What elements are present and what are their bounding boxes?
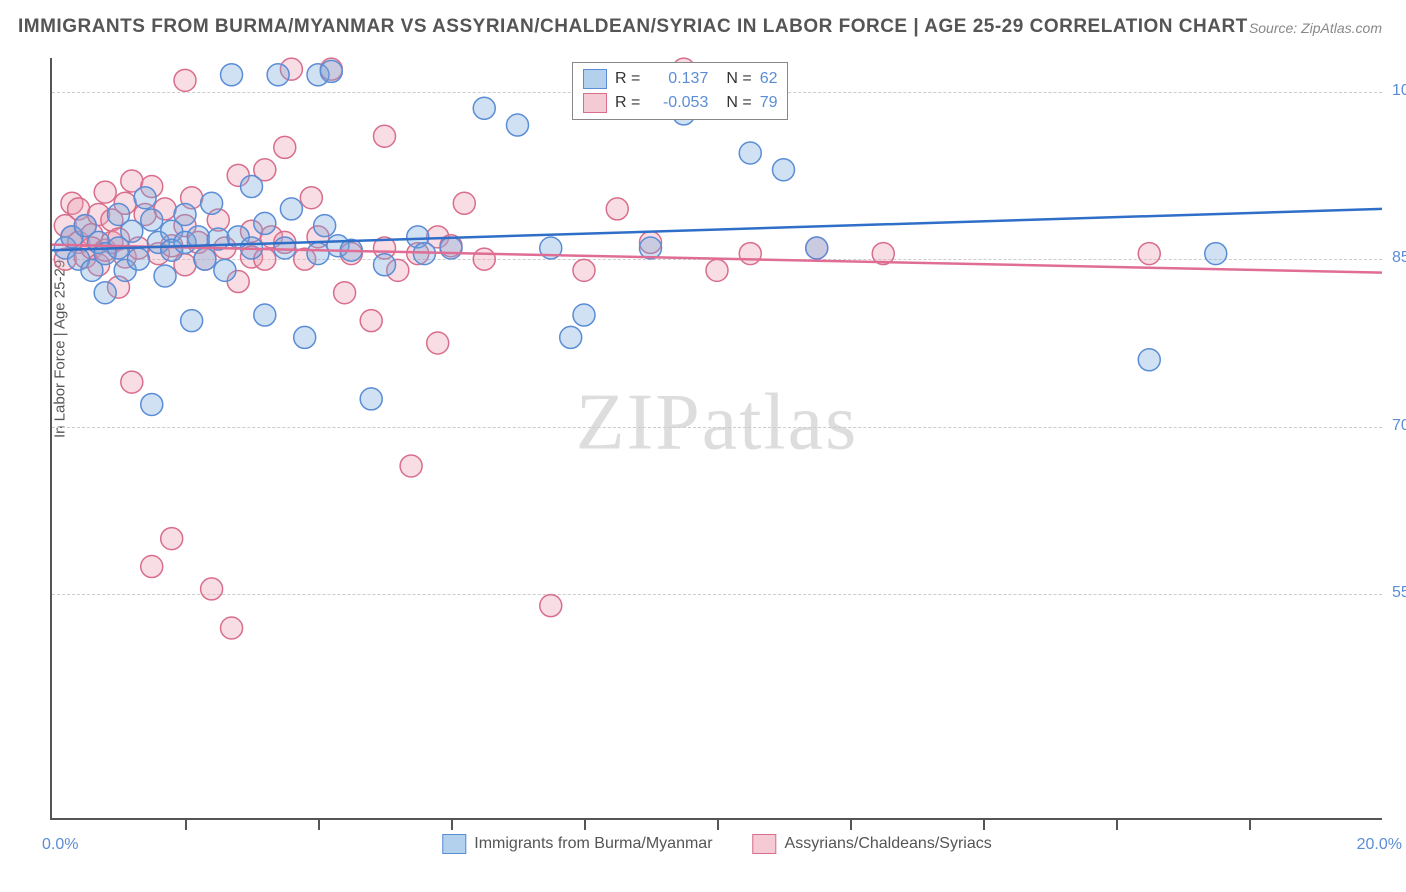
scatter-point-blue — [134, 187, 156, 209]
scatter-point-pink — [300, 187, 322, 209]
source-attribution: Source: ZipAtlas.com — [1249, 20, 1382, 36]
scatter-point-blue — [267, 64, 289, 86]
scatter-point-pink — [201, 578, 223, 600]
x-tick — [451, 818, 453, 830]
r-value-blue: 0.137 — [648, 70, 708, 88]
scatter-point-blue — [374, 254, 396, 276]
scatter-point-pink — [221, 617, 243, 639]
legend-item-pink: Assyrians/Chaldeans/Syriacs — [753, 834, 992, 854]
x-tick — [717, 818, 719, 830]
r-label: R = — [615, 94, 640, 112]
x-tick — [584, 818, 586, 830]
scatter-point-blue — [241, 176, 263, 198]
legend-label-blue: Immigrants from Burma/Myanmar — [474, 835, 712, 853]
chart-container: IMMIGRANTS FROM BURMA/MYANMAR VS ASSYRIA… — [0, 0, 1406, 892]
scatter-point-blue — [94, 282, 116, 304]
scatter-point-pink — [739, 243, 761, 265]
scatter-point-pink — [453, 192, 475, 214]
scatter-point-blue — [640, 237, 662, 259]
swatch-blue-icon — [583, 69, 607, 89]
correlation-row-pink: R = -0.053 N = 79 — [583, 91, 777, 115]
scatter-point-pink — [374, 125, 396, 147]
scatter-point-pink — [473, 248, 495, 270]
x-tick — [1116, 818, 1118, 830]
correlation-legend: R = 0.137 N = 62 R = -0.053 N = 79 — [572, 62, 788, 120]
scatter-point-blue — [254, 304, 276, 326]
scatter-point-blue — [360, 388, 382, 410]
scatter-point-pink — [606, 198, 628, 220]
scatter-point-blue — [221, 64, 243, 86]
scatter-point-blue — [280, 198, 302, 220]
x-min-label: 0.0% — [42, 836, 78, 854]
series-legend: Immigrants from Burma/Myanmar Assyrians/… — [442, 834, 991, 854]
x-tick — [850, 818, 852, 830]
scatter-point-pink — [400, 455, 422, 477]
n-value-blue: 62 — [760, 70, 778, 88]
scatter-point-blue — [773, 159, 795, 181]
r-label: R = — [615, 70, 640, 88]
n-value-pink: 79 — [760, 94, 778, 112]
scatter-point-blue — [201, 192, 223, 214]
scatter-point-blue — [274, 237, 296, 259]
scatter-point-blue — [141, 393, 163, 415]
scatter-point-pink — [706, 259, 728, 281]
scatter-point-blue — [739, 142, 761, 164]
x-tick — [318, 818, 320, 830]
x-tick — [1249, 818, 1251, 830]
r-value-pink: -0.053 — [648, 94, 708, 112]
swatch-pink-icon — [583, 93, 607, 113]
scatter-point-blue — [314, 215, 336, 237]
scatter-point-pink — [94, 181, 116, 203]
scatter-point-blue — [1205, 243, 1227, 265]
scatter-point-pink — [573, 259, 595, 281]
x-tick — [185, 818, 187, 830]
legend-item-blue: Immigrants from Burma/Myanmar — [442, 834, 712, 854]
y-tick-label: 100.0% — [1392, 82, 1406, 100]
scatter-point-blue — [507, 114, 529, 136]
scatter-point-blue — [294, 326, 316, 348]
scatter-point-blue — [121, 220, 143, 242]
y-tick-label: 70.0% — [1392, 417, 1406, 435]
y-tick-label: 55.0% — [1392, 584, 1406, 602]
scatter-point-pink — [540, 595, 562, 617]
correlation-row-blue: R = 0.137 N = 62 — [583, 67, 777, 91]
scatter-point-blue — [174, 203, 196, 225]
scatter-point-pink — [1138, 243, 1160, 265]
legend-label-pink: Assyrians/Chaldeans/Syriacs — [785, 835, 992, 853]
scatter-point-blue — [1138, 349, 1160, 371]
scatter-point-pink — [274, 136, 296, 158]
scatter-point-blue — [194, 248, 216, 270]
scatter-point-pink — [121, 371, 143, 393]
swatch-blue-icon — [442, 834, 466, 854]
n-label: N = — [726, 94, 751, 112]
scatter-point-blue — [307, 243, 329, 265]
x-max-label: 20.0% — [1357, 836, 1402, 854]
scatter-point-blue — [440, 237, 462, 259]
scatter-point-pink — [161, 528, 183, 550]
plot-area: In Labor Force | Age 25-29 ZIPatlas 55.0… — [50, 58, 1382, 820]
scatter-point-blue — [154, 265, 176, 287]
scatter-point-pink — [174, 69, 196, 91]
scatter-point-blue — [320, 60, 342, 82]
y-tick-label: 85.0% — [1392, 249, 1406, 267]
scatter-point-blue — [806, 237, 828, 259]
x-tick — [983, 818, 985, 830]
scatter-point-blue — [127, 248, 149, 270]
swatch-pink-icon — [753, 834, 777, 854]
plot-svg — [52, 58, 1382, 818]
scatter-point-pink — [141, 556, 163, 578]
scatter-point-pink — [334, 282, 356, 304]
scatter-point-pink — [360, 310, 382, 332]
scatter-point-blue — [214, 259, 236, 281]
scatter-point-blue — [254, 212, 276, 234]
scatter-point-blue — [473, 97, 495, 119]
scatter-point-blue — [141, 209, 163, 231]
scatter-point-blue — [181, 310, 203, 332]
n-label: N = — [726, 70, 751, 88]
scatter-point-blue — [573, 304, 595, 326]
chart-title: IMMIGRANTS FROM BURMA/MYANMAR VS ASSYRIA… — [18, 16, 1248, 38]
scatter-point-pink — [427, 332, 449, 354]
scatter-point-blue — [560, 326, 582, 348]
